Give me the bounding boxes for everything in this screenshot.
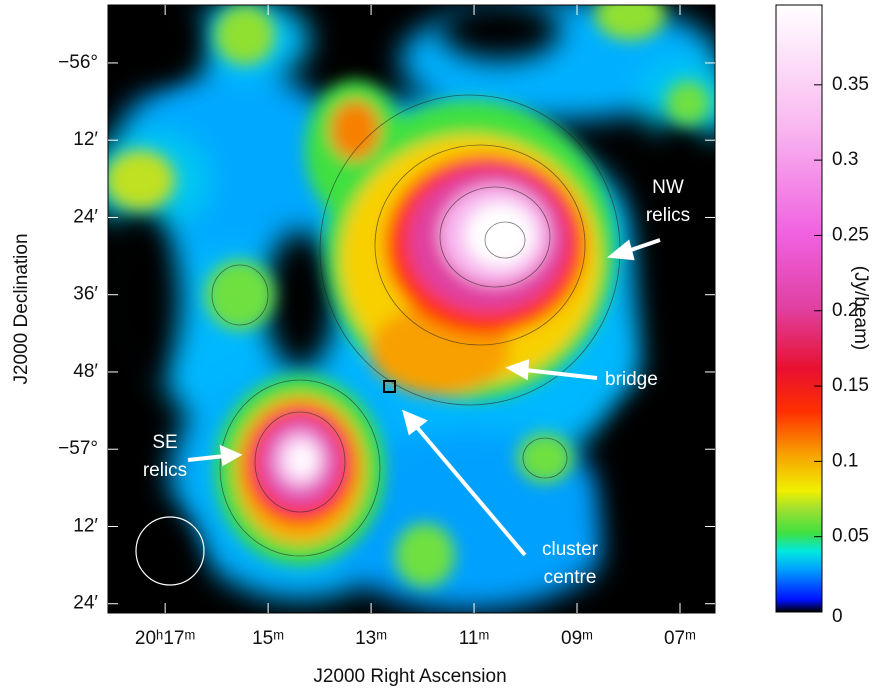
y-tick-label: −57° — [58, 438, 98, 459]
radio-map — [90, 0, 740, 620]
colorbar-tick-label: 0 — [832, 606, 843, 627]
annotation: SE — [152, 432, 177, 453]
y-tick-label: 48′ — [73, 361, 98, 382]
annotation: cluster — [542, 539, 599, 560]
annotation: bridge — [605, 369, 658, 390]
y-tick-label: 36′ — [73, 284, 98, 305]
annotation: centre — [544, 567, 597, 588]
x-tick-label: 20ʰ17ᵐ — [135, 628, 195, 649]
annotation: relics — [143, 460, 187, 481]
x-tick-label: 15ᵐ — [252, 628, 284, 649]
y-axis-label: J2000 Declination — [11, 233, 32, 384]
colorbar-tick-label: 0.2 — [832, 300, 858, 321]
annotation: relics — [646, 205, 690, 226]
colorbar-tick-label: 0.15 — [832, 375, 869, 396]
colorbar — [776, 5, 822, 612]
y-tick-label: −56° — [58, 52, 98, 73]
y-tick-label: 12′ — [73, 129, 98, 150]
colorbar-tick-label: 0.25 — [832, 224, 869, 245]
x-tick-label: 07ᵐ — [664, 628, 696, 649]
colorbar-tick-label: 0.3 — [832, 149, 858, 170]
y-tick-label: 24′ — [73, 206, 98, 227]
y-tick-label: 12′ — [73, 515, 98, 536]
x-tick-label: 13ᵐ — [355, 628, 387, 649]
figure: J2000 Right Ascension J2000 Declination … — [0, 0, 876, 692]
y-tick-label: 24′ — [73, 593, 98, 614]
annotation: NW — [652, 177, 684, 198]
colorbar-tick-label: 0.1 — [832, 450, 858, 471]
x-tick-label: 11ᵐ — [459, 628, 490, 649]
colorbar-tick-label: 0.05 — [832, 526, 869, 547]
x-axis-label: J2000 Right Ascension — [313, 666, 506, 687]
x-tick-label: 09ᵐ — [561, 628, 593, 649]
colorbar-tick-label: 0.35 — [832, 74, 869, 95]
